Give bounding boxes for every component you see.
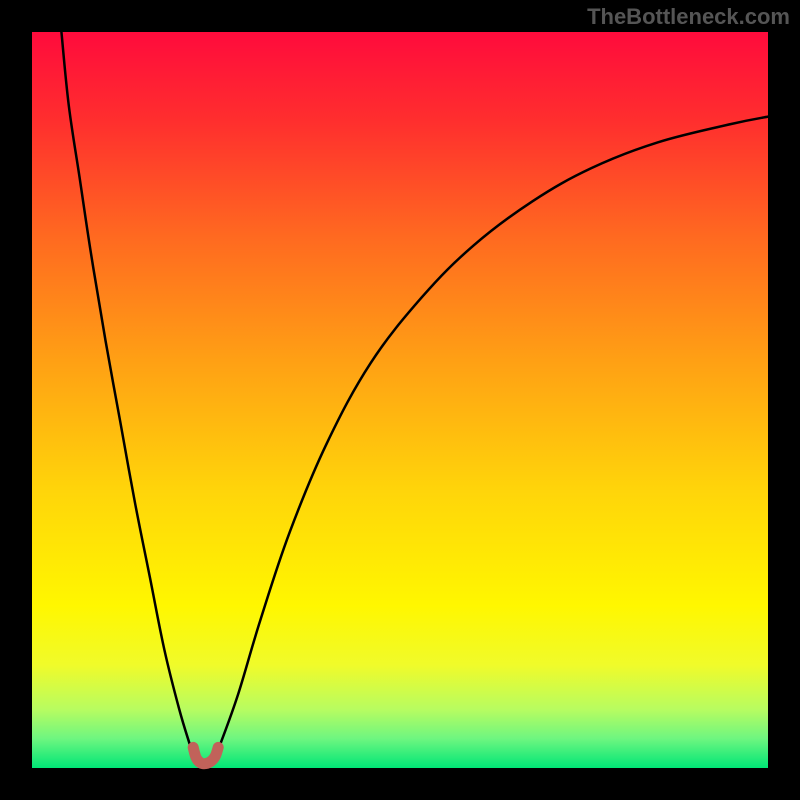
watermark-text: TheBottleneck.com <box>587 4 790 30</box>
chart-svg <box>0 0 800 800</box>
bottleneck-chart: TheBottleneck.com <box>0 0 800 800</box>
